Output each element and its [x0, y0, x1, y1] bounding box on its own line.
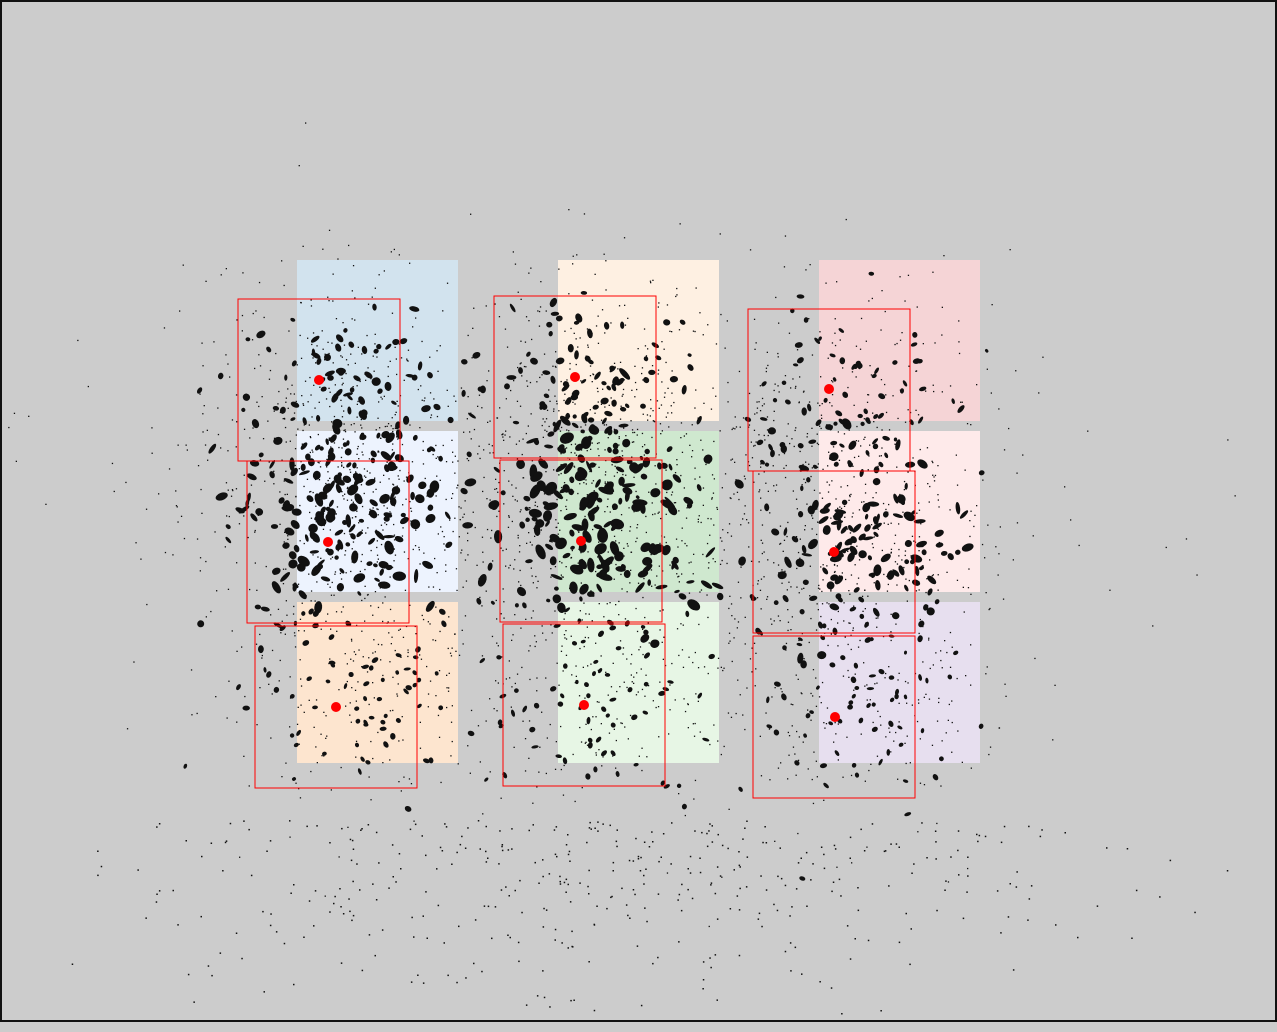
tile-blue [297, 260, 458, 421]
box-bottom-left [254, 625, 418, 789]
box-top-center [493, 295, 657, 459]
center-dot-bottom-center [579, 700, 589, 710]
box-bottom-center [502, 623, 666, 787]
boxes-layer [237, 295, 916, 799]
center-dot-middle-right [829, 547, 839, 557]
center-dot-top-left [314, 375, 324, 385]
box-bottom-right [752, 635, 916, 799]
center-dot-middle-left [323, 537, 333, 547]
ink-cluster-top-left [151, 122, 527, 658]
center-dot-bottom-left [331, 702, 341, 712]
ink-cluster-middle-right [630, 347, 1154, 753]
tile-pink [819, 260, 980, 421]
ink-cluster-bottom-center [384, 482, 845, 928]
ink-scatter-layer [8, 122, 1236, 1015]
ink-cluster-top-center [405, 209, 797, 622]
ink-cluster-middle-left [140, 290, 544, 742]
ink-cluster-middle-center [351, 280, 885, 725]
tile-lavender [819, 602, 980, 763]
box-middle-center [499, 459, 663, 623]
tile-light-green [558, 602, 719, 763]
center-dot-top-center [570, 372, 580, 382]
tile-orange [297, 602, 458, 763]
tile-peach [558, 260, 719, 421]
ink-cluster-bottom-right [633, 535, 1056, 883]
tile-light-pink [819, 431, 980, 592]
box-middle-left [246, 460, 410, 624]
box-middle-right [752, 470, 916, 634]
center-dot-middle-center [576, 536, 586, 546]
ink-outliers [8, 339, 1236, 1015]
ink-cluster-bottom-left [126, 451, 538, 897]
center-dot-top-right [824, 384, 834, 394]
center-dot-bottom-right [830, 712, 840, 722]
